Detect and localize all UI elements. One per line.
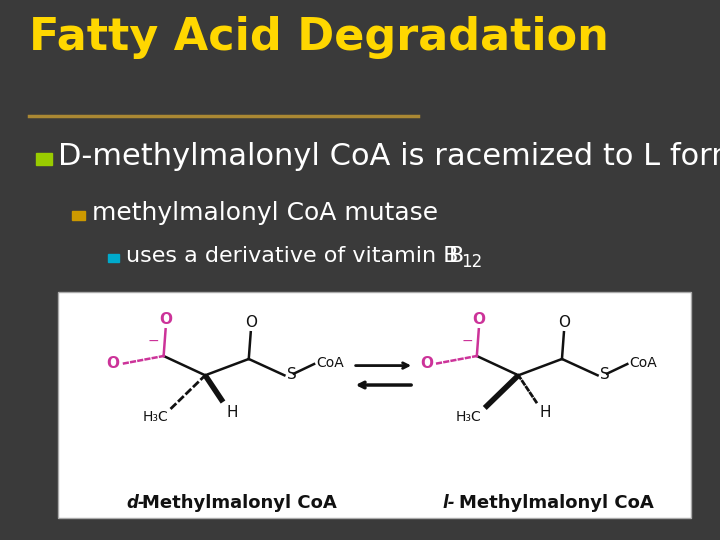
- Text: Methylmalonyl CoA: Methylmalonyl CoA: [142, 494, 336, 512]
- Bar: [108, 254, 119, 262]
- Text: H: H: [227, 405, 238, 420]
- Text: O: O: [558, 314, 570, 329]
- Text: H₃C: H₃C: [142, 410, 168, 424]
- Text: S: S: [287, 367, 297, 382]
- Text: Methylmalonyl CoA: Methylmalonyl CoA: [459, 494, 653, 512]
- Text: B: B: [449, 246, 464, 267]
- Text: H: H: [540, 405, 552, 420]
- Text: D-methylmalonyl CoA is racemized to L form: D-methylmalonyl CoA is racemized to L fo…: [58, 142, 720, 171]
- Text: −: −: [148, 334, 160, 348]
- Text: O: O: [420, 356, 433, 371]
- Text: methylmalonyl CoA mutase: methylmalonyl CoA mutase: [92, 201, 438, 225]
- Text: O: O: [472, 312, 485, 327]
- Text: O: O: [159, 312, 172, 327]
- Text: −: −: [461, 334, 473, 348]
- Text: S: S: [600, 367, 610, 382]
- Bar: [72, 211, 85, 220]
- FancyBboxPatch shape: [58, 292, 691, 518]
- Text: CoA: CoA: [316, 356, 344, 370]
- Bar: [36, 153, 52, 165]
- Text: l-: l-: [443, 494, 456, 512]
- Text: d-: d-: [126, 494, 145, 512]
- Text: uses a derivative of vitamin B: uses a derivative of vitamin B: [126, 246, 459, 267]
- Text: Fatty Acid Degradation: Fatty Acid Degradation: [29, 16, 608, 59]
- Text: O: O: [107, 356, 120, 371]
- Text: CoA: CoA: [629, 356, 657, 370]
- Text: H₃C: H₃C: [455, 410, 481, 424]
- Text: 12: 12: [462, 253, 483, 271]
- Text: O: O: [245, 314, 257, 329]
